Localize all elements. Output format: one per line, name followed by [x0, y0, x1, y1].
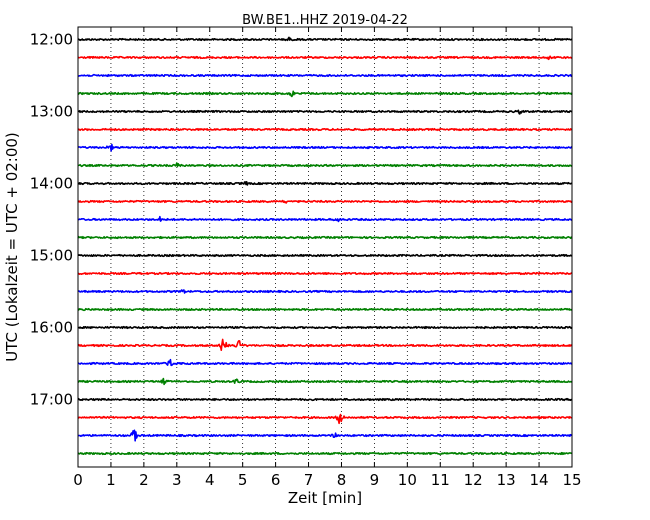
x-tick-label: 3 — [172, 471, 182, 489]
seismogram-trace — [77, 358, 573, 367]
seismogram-trace — [77, 199, 573, 204]
seismogram-trace — [77, 143, 573, 152]
seismogram-trace — [77, 413, 573, 425]
x-tick-label: 11 — [431, 471, 450, 489]
y-tick-label: 14:00 — [30, 175, 73, 193]
seismogram-trace — [77, 73, 573, 78]
seismogram-trace — [77, 271, 573, 276]
seismogram-trace — [77, 90, 573, 98]
x-tick-label: 12 — [464, 471, 483, 489]
seismogram-trace — [77, 325, 573, 330]
x-tick-label: 10 — [398, 471, 417, 489]
plot-background — [78, 27, 572, 467]
seismogram-trace — [77, 338, 573, 352]
chart-title: BW.BE1..HHZ 2019-04-22 — [242, 13, 408, 28]
seismogram-trace — [77, 235, 573, 240]
x-axis-label: Zeit [min] — [288, 489, 362, 507]
x-tick-label: 9 — [370, 471, 380, 489]
x-tick-label: 5 — [238, 471, 248, 489]
y-axis-ticks: 12:00 13:00 14:00 15:00 16:00 17:00 — [30, 31, 572, 409]
seismogram-trace — [77, 397, 573, 402]
y-tick-label: 16:00 — [30, 319, 73, 337]
seismogram-trace — [77, 36, 573, 42]
x-tick-label: 6 — [271, 471, 281, 489]
x-tick-label: 14 — [530, 471, 549, 489]
seismogram-trace — [77, 307, 573, 312]
y-tick-label: 12:00 — [30, 31, 73, 49]
seismogram-traces — [77, 36, 573, 456]
x-axis-ticks: 0 1 2 3 4 5 6 7 8 9 10 11 12 13 14 15 — [73, 27, 582, 489]
seismogram-trace — [77, 109, 573, 115]
x-tick-label: 13 — [497, 471, 516, 489]
seismogram-trace — [77, 451, 573, 456]
x-tick-label: 7 — [304, 471, 314, 489]
y-tick-label: 15:00 — [30, 247, 73, 265]
x-tick-label: 0 — [73, 471, 83, 489]
x-tick-label: 8 — [337, 471, 347, 489]
seismogram-trace — [77, 181, 573, 186]
x-tick-label: 1 — [106, 471, 116, 489]
plot-frame — [77, 26, 573, 468]
seismogram-trace — [77, 253, 573, 258]
y-axis-label: UTC (Lokalzeit = UTC + 02:00) — [3, 132, 21, 362]
y-tick-label: 17:00 — [30, 391, 73, 409]
x-tick-label: 2 — [139, 471, 149, 489]
y-tick-label: 13:00 — [30, 103, 73, 121]
x-tick-label: 4 — [205, 471, 215, 489]
seismogram-trace — [77, 127, 573, 132]
seismogram-trace — [77, 215, 573, 223]
seismogram-trace — [77, 162, 573, 168]
seismogram-trace — [77, 289, 573, 294]
seismogram-trace — [77, 377, 573, 386]
seismogram-trace — [77, 429, 573, 442]
x-tick-label: 15 — [562, 471, 581, 489]
vertical-grid — [110, 27, 540, 467]
seismogram-trace — [77, 55, 573, 61]
